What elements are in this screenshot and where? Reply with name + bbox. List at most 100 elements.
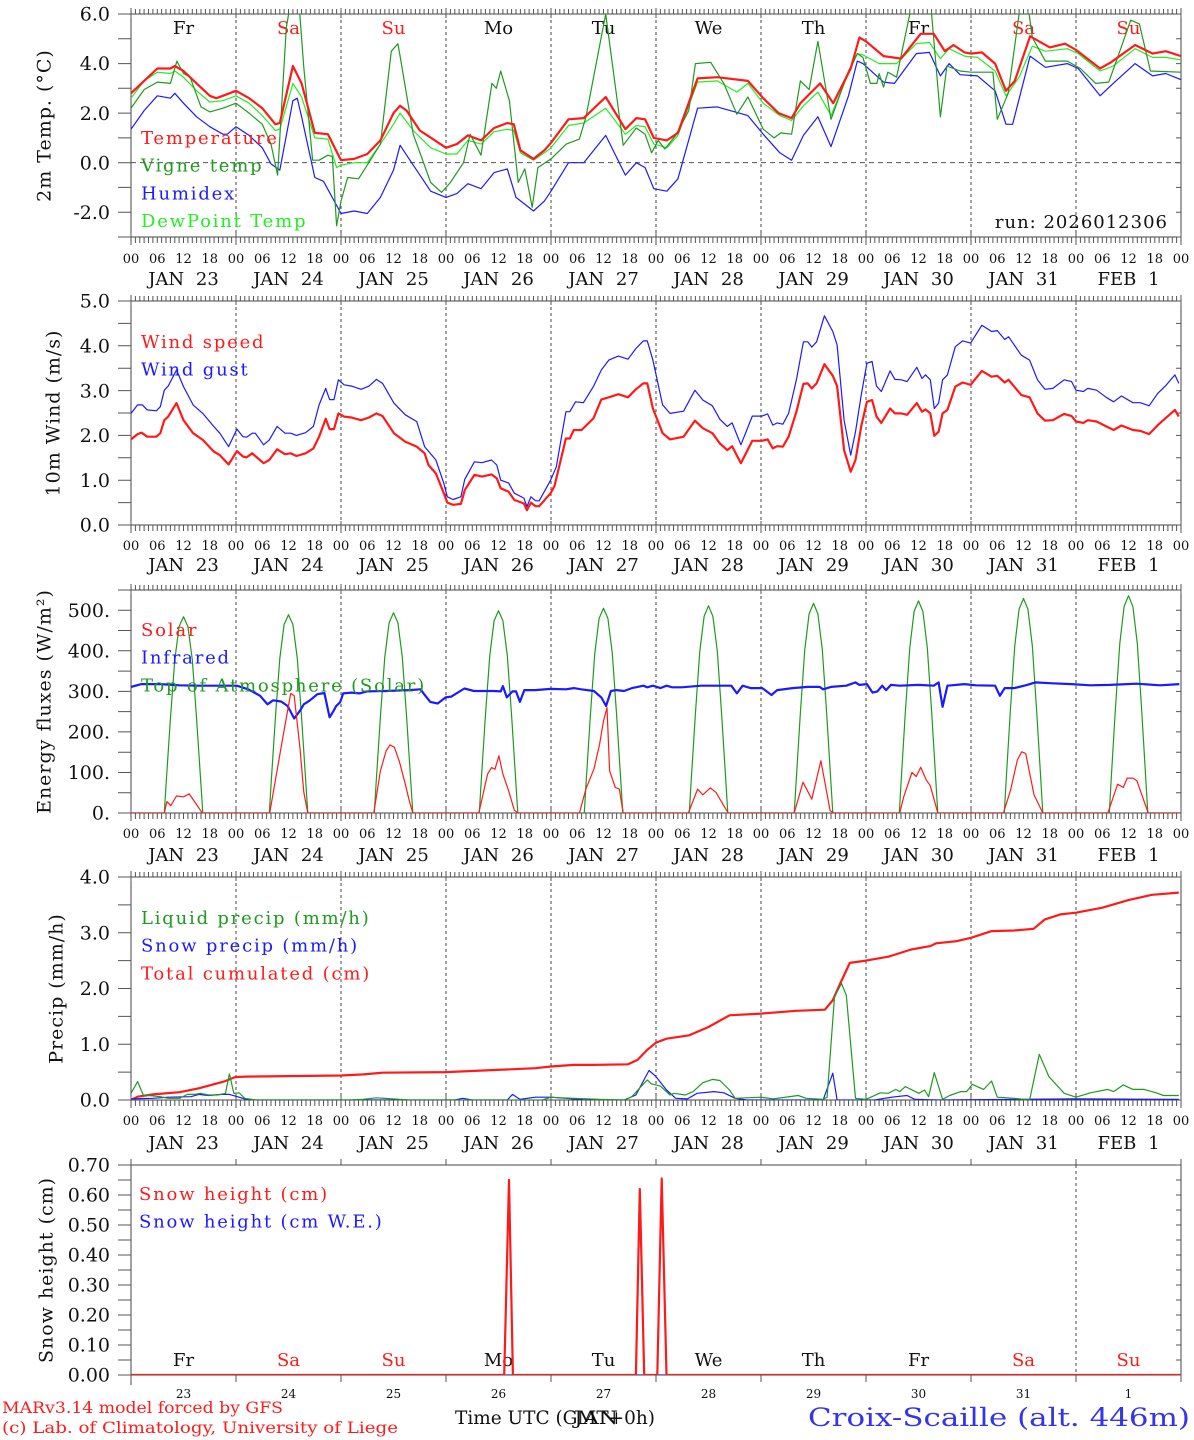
day-of-week-label: Mo	[484, 1350, 513, 1371]
hour-label: 18	[516, 827, 533, 842]
hour-label: 12	[385, 827, 402, 842]
series-line-temperature	[131, 32, 1181, 162]
day-number-label: 24	[281, 1387, 297, 1401]
hour-label: 18	[831, 252, 848, 267]
hour-label: 06	[989, 539, 1006, 554]
hour-label: 06	[779, 827, 796, 842]
hour-label: 12	[595, 539, 612, 554]
date-label: JAN 29	[776, 1133, 849, 1154]
date-label: JAN 27	[566, 555, 639, 576]
y-tick-label: 6.0	[80, 4, 110, 26]
hour-label: 12	[280, 1114, 297, 1129]
hour-label: 18	[1041, 827, 1058, 842]
hour-label: 00	[648, 539, 665, 554]
hour-label: 18	[411, 539, 428, 554]
hour-label: 12	[490, 827, 507, 842]
hour-label: 00	[963, 252, 980, 267]
hour-label: 18	[306, 1114, 323, 1129]
hour-label: 12	[700, 252, 717, 267]
hour-label: 06	[149, 539, 166, 554]
hour-label: 06	[569, 1114, 586, 1129]
hour-label: 06	[359, 1114, 376, 1129]
hour-label: 12	[1120, 539, 1137, 554]
hour-label: 06	[779, 539, 796, 554]
hour-label: 12	[910, 252, 927, 267]
date-label: JAN 23	[146, 555, 219, 576]
y-tick-label: 0.00	[68, 1365, 110, 1387]
hour-label: 06	[359, 539, 376, 554]
hour-label: 00	[543, 1114, 560, 1129]
day-of-week-label: Su	[382, 18, 406, 39]
hour-label: 00	[123, 827, 140, 842]
hour-label: 18	[831, 539, 848, 554]
series-line-dewpoint-temp	[131, 41, 1181, 169]
hour-label: 00	[963, 827, 980, 842]
date-label: JAN 28	[671, 1133, 744, 1154]
hour-label: 12	[490, 539, 507, 554]
hour-label: 00	[753, 539, 770, 554]
y-tick-label: 2.0	[80, 978, 110, 1000]
date-label: JAN 28	[671, 269, 744, 290]
hour-label: 00	[648, 1114, 665, 1129]
y-tick-label: 4.0	[80, 335, 110, 357]
date-label: JAN 31	[986, 555, 1059, 576]
hour-label: 00	[858, 1114, 875, 1129]
date-label: JAN 25	[356, 269, 429, 290]
hour-label: 18	[306, 252, 323, 267]
y-tick-label: 0.70	[68, 1155, 110, 1177]
series-line-liquid-precip-mm-h	[131, 982, 1179, 1100]
date-label: JAN 28	[671, 845, 744, 866]
y-tick-label: 0.10	[68, 1335, 110, 1357]
hour-label: 06	[989, 1114, 1006, 1129]
series-group	[131, 315, 1180, 512]
legend-entry-total-cumulated-cm: Total cumulated (cm)	[141, 963, 371, 984]
hour-label: 06	[464, 252, 481, 267]
hour-label: 12	[595, 252, 612, 267]
hour-label: 06	[254, 1114, 271, 1129]
hour-label: 06	[1094, 539, 1111, 554]
hour-label: 00	[438, 252, 455, 267]
series-line-top-of-atmosphere-solar	[131, 595, 1181, 813]
series-group	[131, 595, 1181, 813]
series-group	[131, 891, 1179, 1100]
hour-label: 00	[753, 1114, 770, 1129]
hour-label: 12	[490, 252, 507, 267]
hour-label: 18	[621, 539, 638, 554]
hour-label: 18	[1146, 827, 1163, 842]
hour-label: 00	[648, 827, 665, 842]
y-axis-ticks	[118, 300, 1181, 526]
hour-label: 18	[1146, 252, 1163, 267]
day-of-week-label: Su	[1117, 1350, 1141, 1371]
day-number-label: 31	[1016, 1387, 1031, 1401]
hour-label: 18	[726, 252, 743, 267]
hour-label: 12	[805, 252, 822, 267]
date-label: JAN 28	[671, 555, 744, 576]
legend-entry-snow-height-cm-w-e: Snow height (cm W.E.)	[139, 1212, 384, 1233]
time-axis-ticks	[130, 8, 1182, 245]
hour-label: 00	[438, 827, 455, 842]
hour-label: 18	[726, 827, 743, 842]
hour-label: 06	[149, 1114, 166, 1129]
hour-label: 12	[910, 1114, 927, 1129]
hour-label: 18	[201, 539, 218, 554]
hour-label: 00	[1068, 827, 1085, 842]
hour-label: 06	[779, 1114, 796, 1129]
panel-temperature: 6.0 4.0 2.0 0.0 -2.0 2m Temp. (°C) 00 06 12 18 JAN…	[34, 4, 1190, 290]
y-axis-ticks	[118, 1164, 1181, 1376]
hour-label: 12	[595, 1114, 612, 1129]
date-label: JAN 26	[461, 555, 534, 576]
legend-entry-humidex: Humidex	[141, 183, 236, 204]
hour-label: 00	[858, 252, 875, 267]
hour-label: 12	[700, 827, 717, 842]
y-tick-label: 2.0	[80, 425, 110, 447]
hour-label: 06	[359, 827, 376, 842]
hour-label: 06	[674, 252, 691, 267]
hour-label: 18	[726, 1114, 743, 1129]
legend-entry-wind-speed: Wind speed	[141, 332, 265, 353]
hour-label: 12	[1015, 1114, 1032, 1129]
hour-label: 00	[1068, 1114, 1085, 1129]
y-tick-label: 5.0	[80, 291, 110, 313]
hour-label: 00	[543, 252, 560, 267]
hour-label: 00	[1173, 252, 1190, 267]
